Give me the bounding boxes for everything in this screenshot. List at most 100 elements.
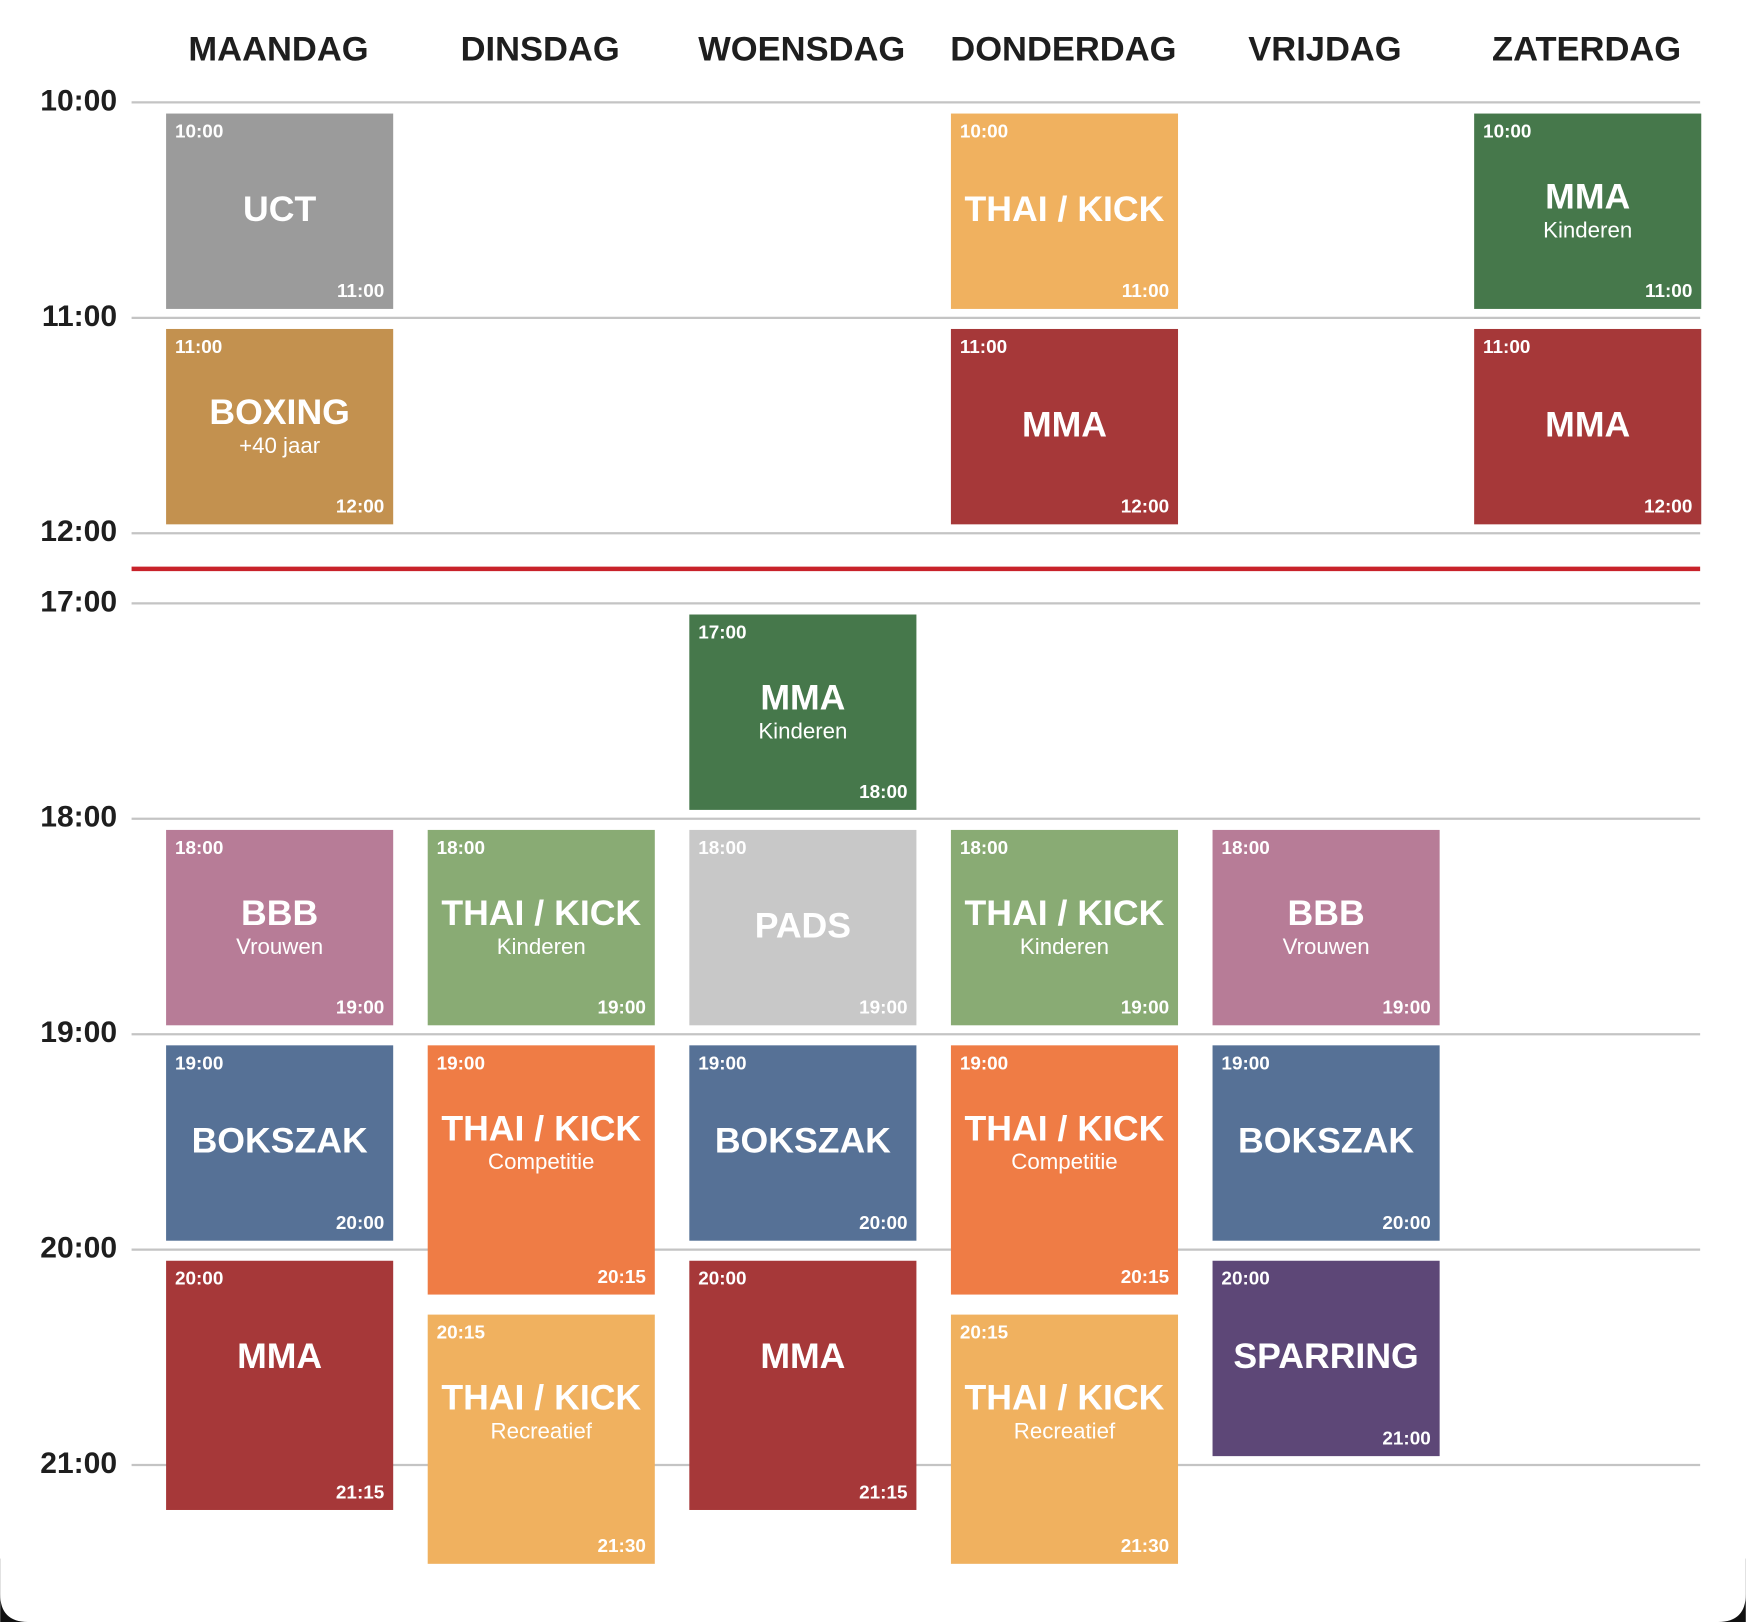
end-time: 11:00 (1122, 281, 1169, 302)
session-title: BOKSZAK (715, 1121, 891, 1161)
session-box (166, 1045, 394, 1241)
session-box (166, 829, 394, 1026)
session-box (950, 1045, 1179, 1295)
session-title: BOXING (209, 392, 349, 432)
hour-label: 11:00 (42, 300, 117, 333)
session-subtitle: Vrouwen (1283, 934, 1370, 959)
session-title: MMA (1545, 177, 1630, 217)
end-time: 20:15 (598, 1267, 646, 1288)
day-label: WOENSDAG (698, 30, 905, 68)
hour-label: 18:00 (40, 801, 117, 834)
end-time: 19:00 (859, 998, 907, 1019)
session-title: THAI / KICK (441, 1378, 641, 1418)
session-box (427, 829, 655, 1026)
end-time: 12:00 (1121, 497, 1169, 518)
session-box (166, 113, 394, 309)
start-time: 19:00 (437, 1053, 485, 1074)
end-time: 21:30 (598, 1536, 646, 1557)
session-block: 19:00 20:00 BOKSZAK (1212, 1045, 1440, 1241)
session-box (166, 328, 394, 525)
end-time: 19:00 (1382, 998, 1430, 1019)
start-time: 18:00 (1221, 838, 1269, 859)
session-title: UCT (243, 189, 316, 229)
start-time: 19:00 (698, 1053, 746, 1074)
start-time: 17:00 (698, 622, 746, 643)
hour-label: 19:00 (40, 1016, 117, 1049)
session-title: BOKSZAK (1238, 1121, 1414, 1161)
session-subtitle: Vrouwen (236, 934, 323, 959)
session-block: 18:00 19:00 PADS (689, 829, 917, 1026)
session-title: SPARRING (1233, 1336, 1418, 1376)
start-time: 20:00 (698, 1269, 746, 1290)
session-box (689, 1260, 917, 1510)
hour-label: 17:00 (40, 585, 117, 618)
end-time: 11:00 (337, 281, 384, 302)
session-box (689, 614, 917, 810)
session-title: BBB (241, 893, 318, 933)
session-title: THAI / KICK (441, 1108, 641, 1148)
session-box (1212, 1045, 1440, 1241)
session-block: 11:00 12:00 MMA (1474, 328, 1702, 525)
end-time: 19:00 (598, 998, 646, 1019)
session-box (427, 1314, 655, 1564)
hour-label: 10:00 (40, 84, 117, 117)
start-time: 20:00 (175, 1269, 223, 1290)
session-title: MMA (237, 1336, 322, 1376)
session-block: 19:00 20:00 BOKSZAK (689, 1045, 917, 1241)
end-time: 11:00 (1645, 281, 1692, 302)
start-time: 10:00 (175, 121, 223, 142)
end-time: 20:15 (1121, 1267, 1169, 1288)
session-title: THAI / KICK (965, 1378, 1165, 1418)
session-box (950, 829, 1179, 1026)
session-block: 19:00 20:00 BOKSZAK (166, 1045, 394, 1241)
session-box (689, 829, 917, 1026)
end-time: 19:00 (1121, 998, 1169, 1019)
session-block: 11:00 12:00 BOXING+40 jaar (166, 328, 394, 525)
start-time: 19:00 (960, 1053, 1008, 1074)
end-time: 18:00 (859, 782, 907, 803)
session-subtitle: Kinderen (1543, 217, 1632, 242)
session-subtitle: +40 jaar (239, 433, 321, 458)
day-label: MAANDAG (188, 30, 368, 68)
day-label: ZATERDAG (1492, 30, 1681, 68)
end-time: 20:00 (336, 1213, 384, 1234)
session-box (950, 328, 1179, 525)
session-block: 20:00 21:00 SPARRING (1212, 1260, 1440, 1457)
start-time: 10:00 (1483, 121, 1531, 142)
session-title: MMA (760, 1336, 845, 1376)
session-block: 20:00 21:15 MMA (166, 1260, 394, 1510)
session-subtitle: Kinderen (497, 934, 586, 959)
start-time: 20:15 (437, 1323, 485, 1344)
session-title: MMA (760, 678, 845, 718)
start-time: 11:00 (960, 337, 1007, 358)
end-time: 20:00 (1382, 1213, 1430, 1234)
session-subtitle: Recreatief (491, 1418, 593, 1443)
session-title: PADS (755, 905, 851, 945)
start-time: 19:00 (175, 1053, 223, 1074)
session-title: BBB (1288, 893, 1365, 933)
session-box (427, 1045, 655, 1295)
end-time: 21:30 (1121, 1536, 1169, 1557)
session-box (950, 113, 1179, 309)
day-label: VRIJDAG (1248, 30, 1401, 68)
session-block: 11:00 12:00 MMA (950, 328, 1179, 525)
day-label: DINSDAG (461, 30, 620, 68)
session-box (950, 1314, 1179, 1564)
end-time: 19:00 (336, 998, 384, 1019)
session-box (1474, 113, 1702, 309)
session-title: MMA (1545, 404, 1630, 444)
session-title: BOKSZAK (192, 1121, 368, 1161)
session-box (689, 1045, 917, 1241)
session-block: 10:00 11:00 UCT (166, 113, 394, 309)
session-title: THAI / KICK (965, 893, 1165, 933)
